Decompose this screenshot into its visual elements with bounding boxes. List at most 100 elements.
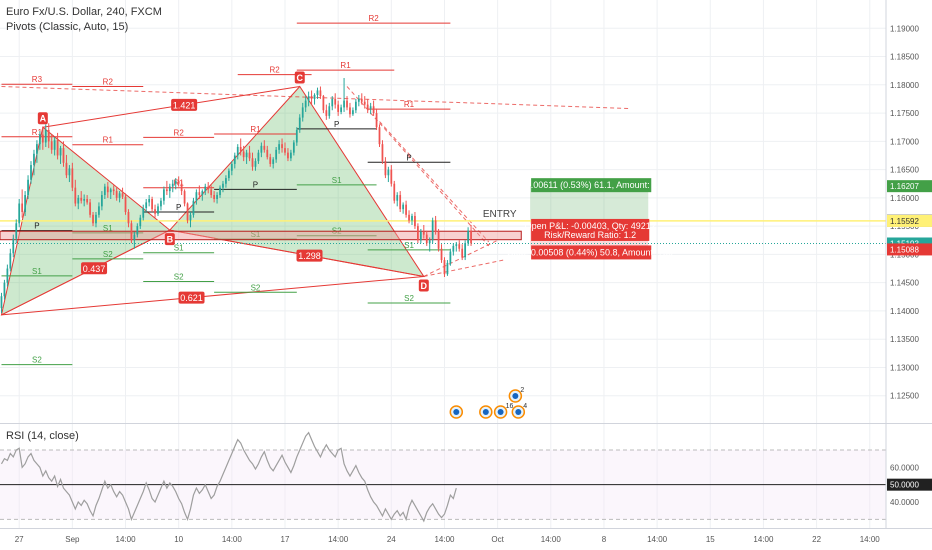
pnl-text: Open P&L: -0.00403, Qty: 49212 — [525, 221, 656, 231]
candle-body — [12, 238, 15, 254]
candle-body — [106, 186, 109, 193]
candle-body — [458, 244, 461, 249]
candle-body — [0, 296, 3, 309]
candle-body — [65, 162, 68, 176]
price-chart[interactable]: R2R1R2R3R2R1PR1R1R2R1PS1R1PPPS1S2S1S1S1S… — [0, 0, 932, 424]
candle-body — [446, 262, 449, 275]
candle-body — [372, 106, 375, 114]
candle-body — [352, 110, 354, 115]
time-axis-tick: 10 — [174, 535, 183, 544]
candle-body — [47, 130, 50, 142]
candle-body — [390, 169, 393, 184]
entry-label: ENTRY — [483, 209, 517, 220]
price-axis-tick: 1.14500 — [890, 279, 919, 288]
candle-body — [233, 155, 236, 164]
candle-body — [310, 96, 313, 99]
pivot-label: P — [176, 203, 181, 212]
pivot-label: R1 — [404, 100, 415, 109]
stop-text: Stop: 0.00508 (0.44%) 50.8, Amount: 750 — [507, 247, 673, 257]
candle-body — [284, 148, 286, 153]
candle-body — [417, 226, 419, 241]
pivot-label: P — [253, 180, 258, 189]
rsi-chart[interactable]: 40.0000 60.0000 50.0000 27 Sep 14:00 10 14:00 17… — [0, 424, 932, 550]
candle-body — [219, 187, 221, 196]
pivot-label: S1 — [174, 244, 184, 253]
candle-body — [83, 198, 86, 201]
candle-body — [92, 214, 94, 224]
candle-body — [378, 127, 381, 145]
candle-body — [307, 96, 310, 101]
price-axis-tick: 1.12500 — [890, 392, 919, 401]
candle-body — [470, 230, 472, 244]
candle-body — [95, 214, 97, 224]
candle-body — [160, 200, 162, 207]
candle-body — [343, 100, 345, 108]
price-axis-tick: 1.18000 — [890, 81, 919, 90]
candle-body — [443, 260, 446, 275]
candle-body — [77, 197, 80, 204]
pivot-label: P — [406, 153, 411, 162]
time-axis-tick: 14:00 — [753, 535, 774, 544]
candle-body — [292, 142, 295, 153]
candle-body — [257, 152, 260, 162]
pattern-ratio-label: 0.437 — [83, 264, 106, 274]
pattern-ratio-line — [1, 275, 424, 316]
rsi-title: RSI (14, close) — [6, 430, 79, 442]
candle-body — [21, 203, 24, 212]
candle-body — [157, 206, 159, 214]
candle-body — [98, 206, 100, 215]
candle-body — [266, 149, 269, 158]
pattern-point-marker — [164, 233, 175, 246]
candle-body — [455, 244, 458, 246]
price-label: 1.16207 — [890, 182, 919, 191]
support-band — [0, 230, 522, 241]
pivot-label: S1 — [32, 267, 42, 276]
candle-body — [263, 145, 266, 150]
rsi-line — [0, 431, 457, 523]
candle-body — [239, 146, 242, 152]
candle-body — [387, 169, 390, 176]
time-axis-tick: 14:00 — [647, 535, 668, 544]
candle-body — [340, 107, 342, 112]
candle-body — [139, 217, 142, 227]
time-axis-tick: 14:00 — [860, 535, 881, 544]
candle-body — [375, 113, 378, 128]
time-axis-tick: 8 — [602, 535, 607, 544]
candle-body — [337, 104, 340, 112]
candle-body — [319, 90, 322, 97]
price-axis-tick: 1.19000 — [890, 24, 919, 33]
candle-body — [467, 230, 469, 244]
candle-body — [225, 178, 227, 184]
pivot-label: R2 — [174, 128, 185, 137]
candle-body — [334, 98, 337, 105]
pattern-ratio-badge — [171, 98, 198, 111]
time-axis-tick: 14:00 — [222, 535, 243, 544]
candle-body — [136, 226, 139, 235]
candle-body — [290, 152, 292, 159]
price-axis-tick: 1.13500 — [890, 335, 919, 344]
pattern-bcd-area — [168, 85, 425, 278]
pivot-label: R2 — [368, 14, 379, 23]
pattern-ratio-badge — [81, 262, 108, 275]
price-label-box — [887, 214, 932, 227]
rsi-axis-tick: 40.0000 — [890, 498, 919, 507]
candle-body — [254, 161, 257, 167]
candle-body — [269, 157, 272, 164]
price-axis-tick: 1.16000 — [890, 194, 919, 203]
pivot-label: S2 — [103, 250, 113, 259]
candle-body — [248, 152, 251, 159]
candle-body — [195, 192, 198, 201]
candle-body — [133, 234, 136, 241]
event-count: 16 — [506, 403, 514, 410]
candle-body — [18, 203, 21, 224]
candle-body — [163, 189, 165, 201]
candle-body — [242, 151, 245, 158]
pattern-point-label: B — [167, 235, 174, 245]
candle-body — [216, 195, 218, 199]
trend-line — [423, 239, 498, 277]
time-axis-tick: Oct — [491, 535, 504, 544]
candle-body — [186, 203, 189, 221]
pivot-label: R3 — [32, 75, 43, 84]
target-text-box — [531, 178, 652, 193]
time-axis-tick: 24 — [387, 535, 396, 544]
